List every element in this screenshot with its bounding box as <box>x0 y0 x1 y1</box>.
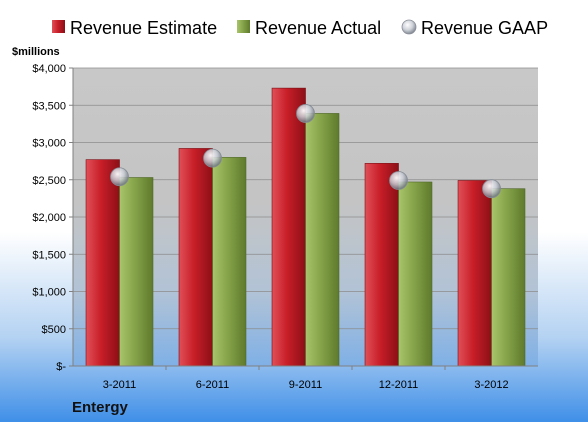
y-tick-label: $500 <box>42 324 66 336</box>
actual-bar <box>305 113 340 367</box>
legend-item-estimate: Revenue Estimate <box>52 18 217 38</box>
legend-marker-gaap <box>401 19 417 35</box>
estimate-bar <box>271 87 306 367</box>
gaap-marker <box>203 148 222 168</box>
estimate-bar <box>457 180 492 367</box>
gaap-marker <box>389 171 408 190</box>
bars <box>85 87 526 367</box>
actual-bar <box>119 177 154 367</box>
actual-bar <box>212 157 247 367</box>
y-axis-unit-label: $millions <box>12 46 60 58</box>
x-tick-label: 12-2011 <box>379 379 419 391</box>
legend: Revenue Estimate Revenue Actual Revenue … <box>52 18 548 38</box>
x-axis-tick-labels: 3-2011 6-2011 9-2011 12-2011 3-2012 <box>103 366 509 391</box>
y-tick-label: $3,000 <box>32 138 66 150</box>
actual-bar <box>491 188 526 367</box>
legend-swatch-actual <box>237 20 250 33</box>
gaap-marker <box>110 167 129 187</box>
x-tick-label: 3-2011 <box>103 379 136 391</box>
legend-item-gaap: Revenue GAAP <box>401 18 548 38</box>
legend-swatch-estimate <box>52 20 65 33</box>
y-tick-label: $2,000 <box>32 212 66 224</box>
estimate-bar <box>178 148 213 367</box>
estimate-bar <box>85 159 120 367</box>
y-tick-label: $- <box>56 361 66 373</box>
y-tick-label: $1,500 <box>32 249 66 261</box>
legend-label-actual: Revenue Actual <box>255 18 381 38</box>
legend-label-gaap: Revenue GAAP <box>421 18 548 38</box>
x-tick-label: 6-2011 <box>196 379 229 391</box>
y-tick-label: $2,500 <box>32 175 66 187</box>
legend-label-estimate: Revenue Estimate <box>70 18 217 38</box>
x-tick-label: 3-2012 <box>474 379 508 391</box>
x-tick-label: 9-2011 <box>289 379 322 391</box>
company-name: Entergy <box>72 399 129 416</box>
y-tick-label: $3,500 <box>32 100 66 112</box>
actual-bar <box>398 181 433 367</box>
gaap-marker <box>296 104 315 123</box>
y-axis-tick-labels: $- $500 $1,000 $1,500 $2,000 $2,500 $3,000 $3,5… <box>32 63 66 373</box>
gaap-marker <box>482 179 501 199</box>
estimate-bar <box>364 163 399 367</box>
gaap-markers <box>110 104 501 199</box>
y-tick-label: $1,000 <box>32 287 66 299</box>
legend-item-actual: Revenue Actual <box>237 18 381 38</box>
y-tick-label: $4,000 <box>32 63 66 75</box>
